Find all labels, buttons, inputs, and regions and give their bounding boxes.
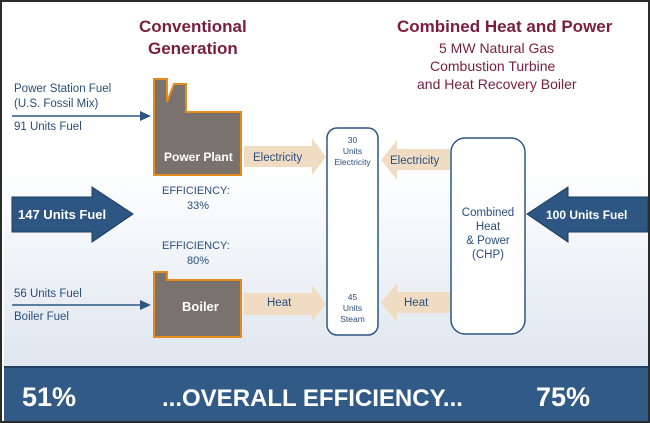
chp-heat-label: Heat: [404, 297, 429, 309]
power-station-units-label: 91 Units Fuel: [14, 121, 82, 133]
chp-fuel-arrow: [526, 186, 648, 243]
boiler-fuel-arrow: [12, 300, 151, 310]
electricity-demand-line2: Units: [342, 146, 363, 156]
chp-box-line2: Heat: [475, 221, 501, 233]
boiler-efficiency-value: 80%: [187, 255, 210, 267]
demand-column: [326, 127, 379, 336]
conventional-title-line2: Generation: [148, 39, 238, 58]
conventional-title-line1: Conventional: [139, 17, 247, 36]
power-plant-efficiency-label: EFFICIENCY:: [162, 185, 230, 197]
chp-box-line4: (CHP): [472, 249, 504, 261]
conventional-overall-efficiency: 51%: [22, 382, 77, 412]
boiler-efficiency-label: EFFICIENCY:: [162, 240, 230, 252]
power-station-fuel-label-line2: (U.S. Fossil Mix): [14, 98, 99, 110]
steam-demand-line3: Steam: [340, 314, 365, 324]
chp-subtitle-line1: 5 MW Natural Gas: [439, 40, 555, 56]
boiler-fuel-label: Boiler Fuel: [14, 311, 69, 323]
power-station-fuel-label-line1: Power Station Fuel: [14, 83, 112, 95]
chp-title: Combined Heat and Power: [397, 17, 613, 36]
chp-box: [450, 137, 526, 335]
electricity-demand-line1: 30: [347, 135, 358, 145]
steam-demand-line1: 45: [347, 292, 358, 302]
conventional-electricity-arrow: [244, 138, 326, 175]
chp-electricity-label: Electricity: [390, 155, 440, 167]
diagram-panel: Conventional Generation Combined Heat an…: [4, 4, 648, 366]
overall-efficiency-bar: 51% ...OVERALL EFFICIENCY... 75%: [4, 366, 648, 421]
conventional-electricity-label: Electricity: [253, 152, 303, 164]
chp-subtitle-line2: Combustion Turbine: [430, 58, 556, 74]
boiler-label: Boiler: [182, 299, 219, 314]
conventional-fuel-label: 147 Units Fuel: [18, 207, 107, 222]
power-station-fuel-arrow: [12, 111, 151, 121]
power-plant-building: [153, 78, 242, 176]
power-plant-label: Power Plant: [164, 150, 233, 164]
diagram-graphics: [11, 78, 648, 338]
boiler-units-label: 56 Units Fuel: [14, 288, 82, 300]
overall-efficiency-label: ...OVERALL EFFICIENCY...: [162, 385, 463, 412]
chp-subtitle-line3: and Heat Recovery Boiler: [417, 76, 577, 92]
boiler-building: [153, 271, 242, 338]
chp-fuel-label: 100 Units Fuel: [546, 208, 628, 222]
chp-box-line1: Combined: [461, 207, 515, 219]
chp-heat-arrow: [381, 283, 450, 322]
steam-demand-line2: Units: [342, 303, 363, 313]
chp-overall-efficiency: 75%: [536, 382, 591, 412]
electricity-demand-line3: Electricity: [334, 157, 371, 167]
conventional-heat-arrow: [244, 285, 326, 322]
chp-electricity-arrow: [381, 140, 450, 180]
conventional-fuel-arrow: [11, 186, 134, 243]
chp-box-line3: & Power: [466, 235, 510, 247]
power-plant-efficiency-value: 33%: [187, 200, 210, 212]
conventional-heat-label: Heat: [267, 297, 292, 309]
